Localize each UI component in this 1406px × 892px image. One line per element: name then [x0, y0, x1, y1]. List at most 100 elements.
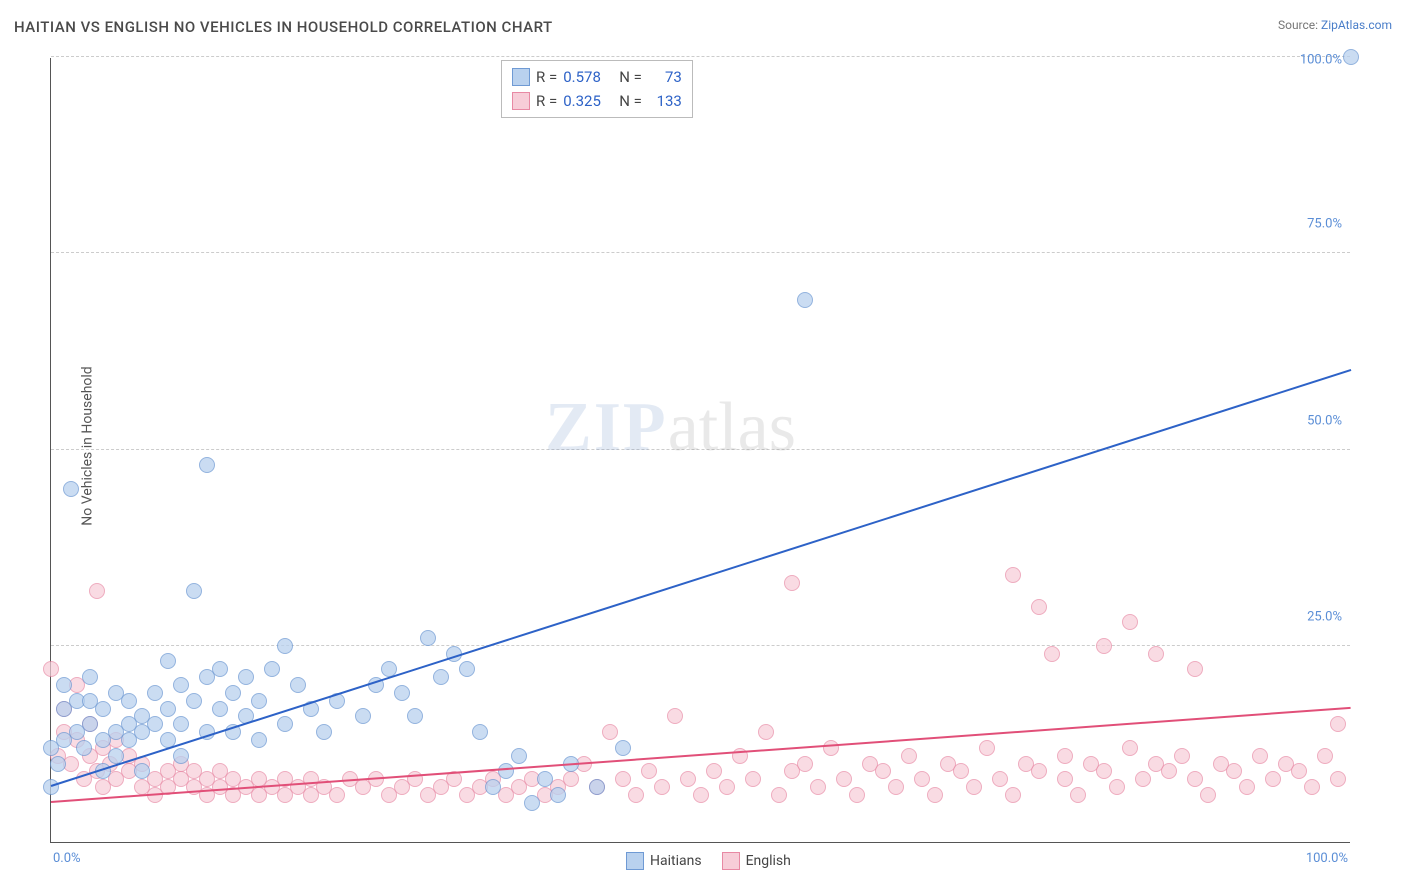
scatter-marker-haitians: [537, 771, 553, 787]
scatter-marker-haitians: [420, 630, 436, 646]
scatter-marker-haitians: [290, 677, 306, 693]
stats-swatch: [512, 92, 530, 110]
scatter-marker-haitians: [173, 677, 189, 693]
stats-r-value: 0.325: [563, 89, 613, 113]
scatter-marker-english: [1265, 771, 1281, 787]
scatter-marker-haitians: [615, 740, 631, 756]
scatter-marker-english: [1239, 779, 1255, 795]
scatter-marker-haitians: [589, 779, 605, 795]
scatter-marker-english: [641, 763, 657, 779]
gridline: [51, 56, 1350, 57]
scatter-marker-haitians: [1343, 49, 1359, 65]
scatter-marker-haitians: [147, 685, 163, 701]
y-tick-label: 75.0%: [1307, 217, 1342, 232]
source-attribution: Source: ZipAtlas.com: [1278, 18, 1392, 32]
scatter-marker-english: [602, 724, 618, 740]
scatter-marker-haitians: [550, 787, 566, 803]
scatter-marker-english: [1187, 661, 1203, 677]
scatter-marker-english: [628, 787, 644, 803]
scatter-marker-english: [693, 787, 709, 803]
scatter-marker-haitians: [316, 724, 332, 740]
stats-row-english: R =0.325N =133: [512, 89, 682, 113]
scatter-marker-english: [1057, 771, 1073, 787]
scatter-marker-english: [784, 575, 800, 591]
scatter-marker-english: [1005, 567, 1021, 583]
scatter-marker-english: [89, 583, 105, 599]
scatter-marker-english: [1109, 779, 1125, 795]
scatter-marker-english: [719, 779, 735, 795]
x-tick-label-max: 100.0%: [1306, 851, 1348, 866]
scatter-marker-haitians: [63, 481, 79, 497]
scatter-marker-haitians: [212, 701, 228, 717]
scatter-marker-haitians: [394, 685, 410, 701]
legend-swatch: [722, 852, 740, 870]
legend-label: Haitians: [650, 853, 702, 869]
x-tick-label-min: 0.0%: [53, 851, 81, 866]
scatter-marker-haitians: [173, 748, 189, 764]
scatter-marker-haitians: [524, 795, 540, 811]
scatter-marker-english: [849, 787, 865, 803]
scatter-marker-english: [1005, 787, 1021, 803]
scatter-marker-english: [953, 763, 969, 779]
scatter-marker-english: [1135, 771, 1151, 787]
scatter-marker-english: [329, 787, 345, 803]
scatter-marker-haitians: [277, 716, 293, 732]
stats-r-label: R =: [536, 65, 557, 89]
scatter-marker-haitians: [95, 701, 111, 717]
scatter-marker-haitians: [797, 292, 813, 308]
legend-item-english: English: [722, 852, 791, 870]
scatter-marker-english: [745, 771, 761, 787]
scatter-marker-english: [1057, 748, 1073, 764]
scatter-marker-english: [875, 763, 891, 779]
scatter-marker-english: [1044, 646, 1060, 662]
scatter-marker-haitians: [433, 669, 449, 685]
scatter-marker-haitians: [76, 740, 92, 756]
legend-item-haitians: Haitians: [626, 852, 702, 870]
gridline: [51, 449, 1350, 450]
scatter-marker-english: [1226, 763, 1242, 779]
scatter-marker-haitians: [134, 763, 150, 779]
y-tick-label: 25.0%: [1307, 609, 1342, 624]
scatter-marker-english: [563, 771, 579, 787]
scatter-marker-english: [836, 771, 852, 787]
scatter-marker-haitians: [82, 669, 98, 685]
scatter-marker-haitians: [186, 693, 202, 709]
watermark: ZIPatlas: [545, 388, 796, 468]
scatter-marker-english: [927, 787, 943, 803]
scatter-marker-haitians: [472, 724, 488, 740]
y-tick-label: 100.0%: [1300, 53, 1342, 68]
scatter-plot-area: 25.0%50.0%75.0%100.0%0.0%100.0%ZIPatlasR…: [50, 58, 1350, 843]
scatter-marker-english: [823, 740, 839, 756]
scatter-marker-haitians: [160, 701, 176, 717]
legend-label: English: [746, 853, 791, 869]
scatter-marker-english: [1252, 748, 1268, 764]
stats-n-value: 133: [648, 89, 682, 113]
scatter-marker-english: [1161, 763, 1177, 779]
scatter-marker-haitians: [251, 693, 267, 709]
scatter-marker-haitians: [121, 693, 137, 709]
scatter-marker-english: [43, 661, 59, 677]
scatter-marker-english: [1304, 779, 1320, 795]
stats-n-label: N =: [619, 65, 642, 89]
scatter-marker-english: [1031, 763, 1047, 779]
scatter-marker-haitians: [199, 457, 215, 473]
scatter-marker-english: [1291, 763, 1307, 779]
series-legend: Haitians English: [626, 852, 791, 870]
source-prefix: Source:: [1278, 18, 1321, 32]
stats-n-value: 73: [648, 65, 682, 89]
scatter-marker-english: [914, 771, 930, 787]
scatter-marker-haitians: [212, 661, 228, 677]
legend-swatch: [626, 852, 644, 870]
scatter-marker-haitians: [485, 779, 501, 795]
source-link[interactable]: ZipAtlas.com: [1321, 18, 1392, 32]
scatter-marker-haitians: [50, 756, 66, 772]
y-tick-label: 50.0%: [1307, 413, 1342, 428]
chart-title: HAITIAN VS ENGLISH NO VEHICLES IN HOUSEH…: [14, 18, 553, 36]
stats-swatch: [512, 68, 530, 86]
scatter-marker-english: [1096, 763, 1112, 779]
scatter-marker-english: [1174, 748, 1190, 764]
scatter-marker-english: [1187, 771, 1203, 787]
scatter-marker-english: [1330, 771, 1346, 787]
scatter-marker-english: [810, 779, 826, 795]
scatter-marker-haitians: [56, 677, 72, 693]
